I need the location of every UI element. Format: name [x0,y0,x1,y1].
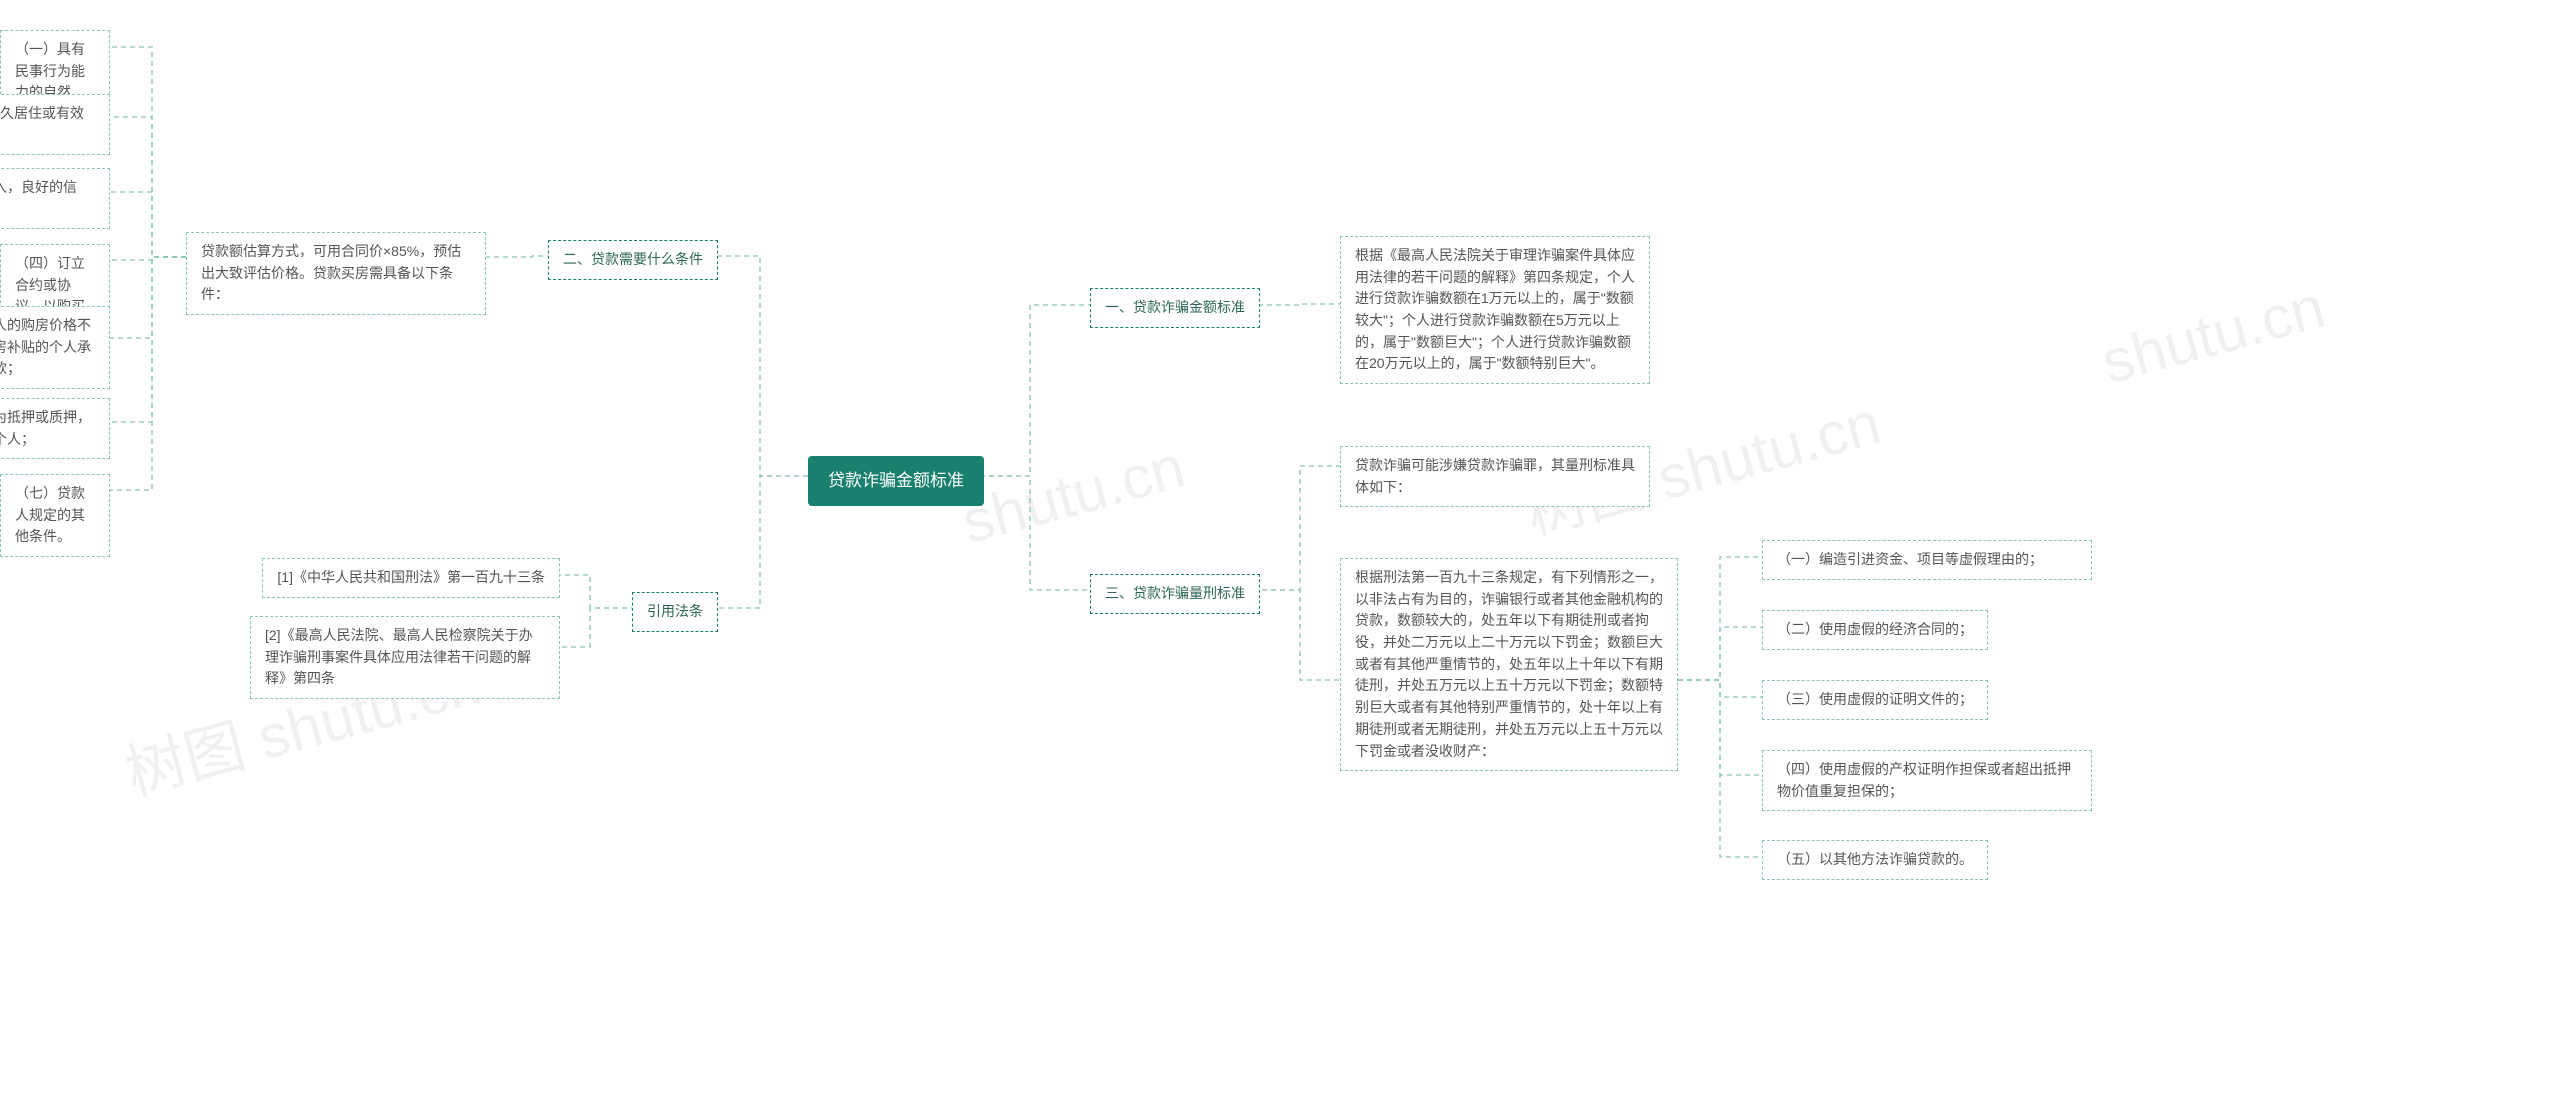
section2-item: （七）贷款人规定的其他条件。 [0,474,110,557]
section2-item: （六）贷款人认可的资产作为抵押或质押，或有足够补偿能力的单位或个人； [0,398,110,459]
section3-item: （四）使用虚假的产权证明作担保或者超出抵押物价值重复担保的； [1762,750,2092,811]
root-node: 贷款诈骗金额标准 [808,456,984,506]
section2-item: （二）（开发人员）在该镇永久居住或有效居留身份； [0,94,110,155]
section3-title: 三、贷款诈骗量刑标准 [1090,574,1260,614]
citation-item: [2]《最高人民法院、最高人民检察院关于办理诈骗刑事案件具体应用法律若干问题的解… [250,616,560,699]
watermark: shutu.cn [2095,272,2332,397]
connector-lines [0,0,2560,1114]
section2-title: 二、贷款需要什么条件 [548,240,718,280]
section3-item: （五）以其他方法诈骗贷款的。 [1762,840,1988,880]
section3-intro: 贷款诈骗可能涉嫌贷款诈骗罪，其量刑标准具体如下： [1340,446,1650,507]
section1-title: 一、贷款诈骗金额标准 [1090,288,1260,328]
section2-item: （三）一个稳定的职业和收入，良好的信贷，贷款服务能力； [0,168,110,229]
section3-detail: 根据刑法第一百九十三条规定，有下列情形之一，以非法占有为目的，诈骗银行或者其他金… [1340,558,1678,771]
section2-item: （五）没有住房补贴的购房人的购房价格不低于30%的购房者首付；住房补贴的个人承担… [0,306,110,389]
section3-item: （二）使用虚假的经济合同的； [1762,610,1988,650]
section3-item: （三）使用虚假的证明文件的； [1762,680,1988,720]
section2-detail: 贷款额估算方式，可用合同价×85%，预估出大致评估价格。贷款买房需具备以下条件： [186,232,486,315]
citation-item: [1]《中华人民共和国刑法》第一百九十三条 [262,558,560,598]
watermark: shutu.cn [955,432,1192,557]
section3-item: （一）编造引进资金、项目等虚假理由的； [1762,540,2092,580]
section1-detail: 根据《最高人民法院关于审理诈骗案件具体应用法律的若干问题的解释》第四条规定，个人… [1340,236,1650,384]
citations-title: 引用法条 [632,592,718,632]
